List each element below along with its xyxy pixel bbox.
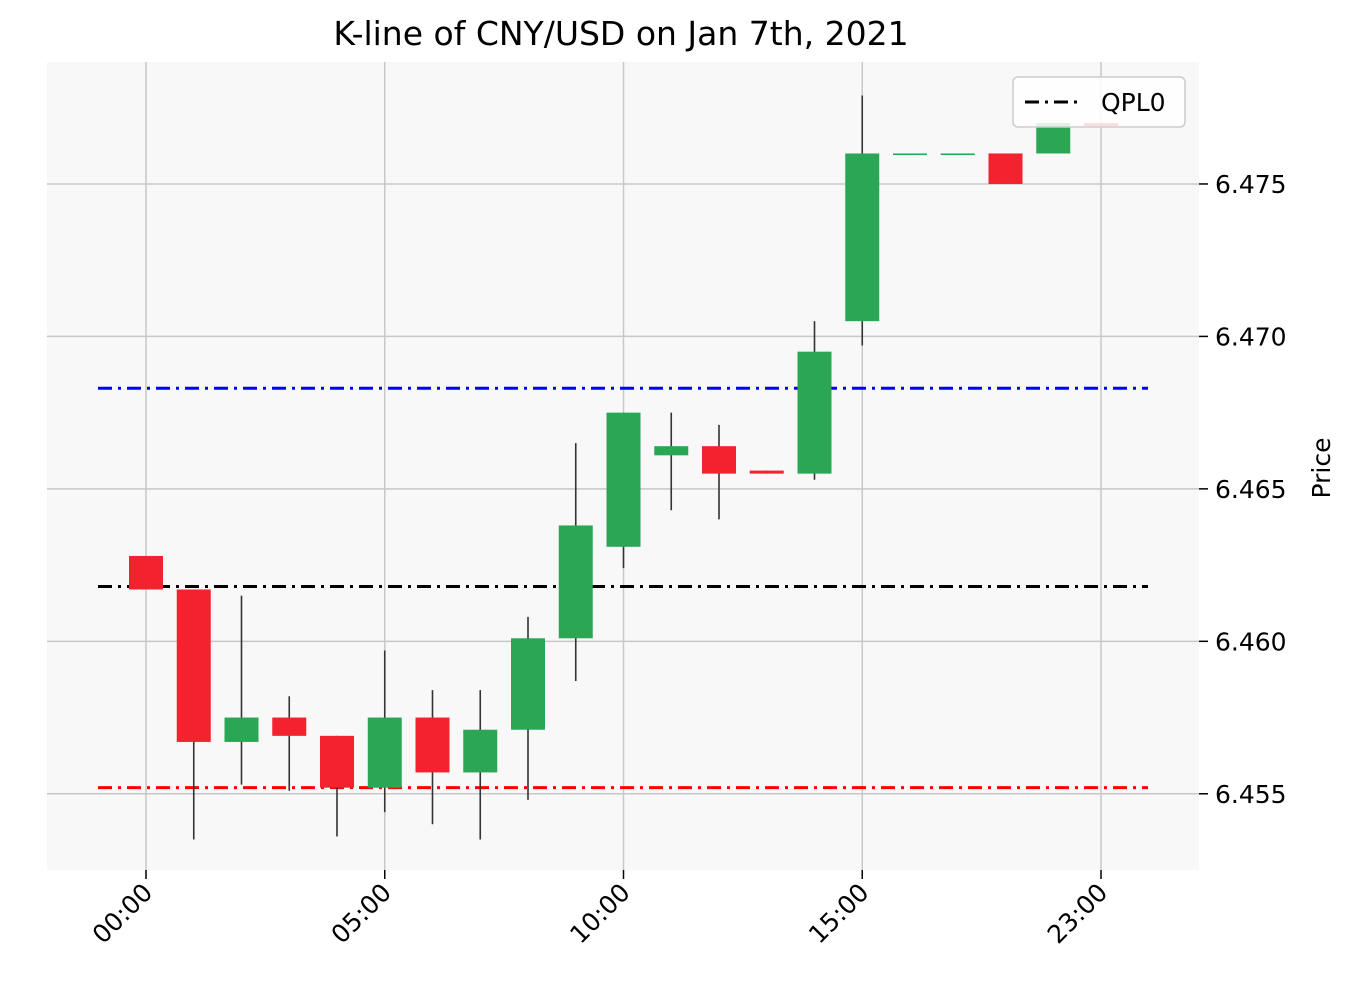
candle xyxy=(702,424,736,520)
candle-body xyxy=(845,153,880,322)
candle xyxy=(463,690,498,840)
candle xyxy=(797,321,832,480)
y-tick-label: 6.460 xyxy=(1215,627,1287,656)
x-tick-label: 10:00 xyxy=(564,878,635,949)
candle-body xyxy=(415,717,450,773)
candle xyxy=(606,412,641,569)
candle xyxy=(511,616,545,800)
candle-body xyxy=(224,717,259,742)
candle xyxy=(320,735,354,837)
candle-body xyxy=(702,446,736,474)
x-tick-label: 05:00 xyxy=(326,878,397,949)
candle xyxy=(1036,122,1071,154)
candle xyxy=(558,443,593,681)
candle-body xyxy=(1036,122,1071,154)
candle-body xyxy=(320,735,354,788)
chart-title: K-line of CNY/USD on Jan 7th, 2021 xyxy=(333,14,909,53)
candle xyxy=(893,153,927,156)
y-tick-label: 6.465 xyxy=(1215,475,1287,504)
candle-body xyxy=(558,525,593,639)
candle-body xyxy=(176,589,211,742)
y-tick-label: 6.455 xyxy=(1215,780,1287,809)
candle-body xyxy=(749,470,784,474)
candle xyxy=(129,555,163,590)
y-axis-label: Price xyxy=(1307,438,1336,499)
candle xyxy=(940,153,975,156)
candle xyxy=(988,153,1023,184)
candle xyxy=(176,589,211,840)
candle-body xyxy=(988,153,1023,184)
x-tick-label: 00:00 xyxy=(87,878,158,949)
y-tick-label: 6.470 xyxy=(1215,322,1287,351)
candle xyxy=(415,690,450,825)
x-tick-label: 23:00 xyxy=(1042,878,1113,949)
candle-body xyxy=(606,412,641,547)
candle xyxy=(224,595,259,785)
candle-body xyxy=(654,446,689,456)
candle-body xyxy=(511,638,545,730)
candle xyxy=(272,696,307,791)
candle xyxy=(845,95,880,346)
candle-body xyxy=(797,351,832,474)
candle-body xyxy=(129,555,163,590)
candle-body xyxy=(463,729,498,773)
candle xyxy=(749,470,784,474)
x-tick-label: 15:00 xyxy=(803,878,874,949)
candle xyxy=(367,650,402,813)
legend-label: QPL0 xyxy=(1101,88,1166,117)
legend-box xyxy=(1012,76,1186,128)
candle-body xyxy=(940,153,975,156)
candle-body xyxy=(272,717,307,736)
candle-body xyxy=(367,717,402,788)
y-tick-label: 6.475 xyxy=(1215,170,1287,199)
candle-body xyxy=(893,153,927,156)
candle xyxy=(654,412,689,511)
